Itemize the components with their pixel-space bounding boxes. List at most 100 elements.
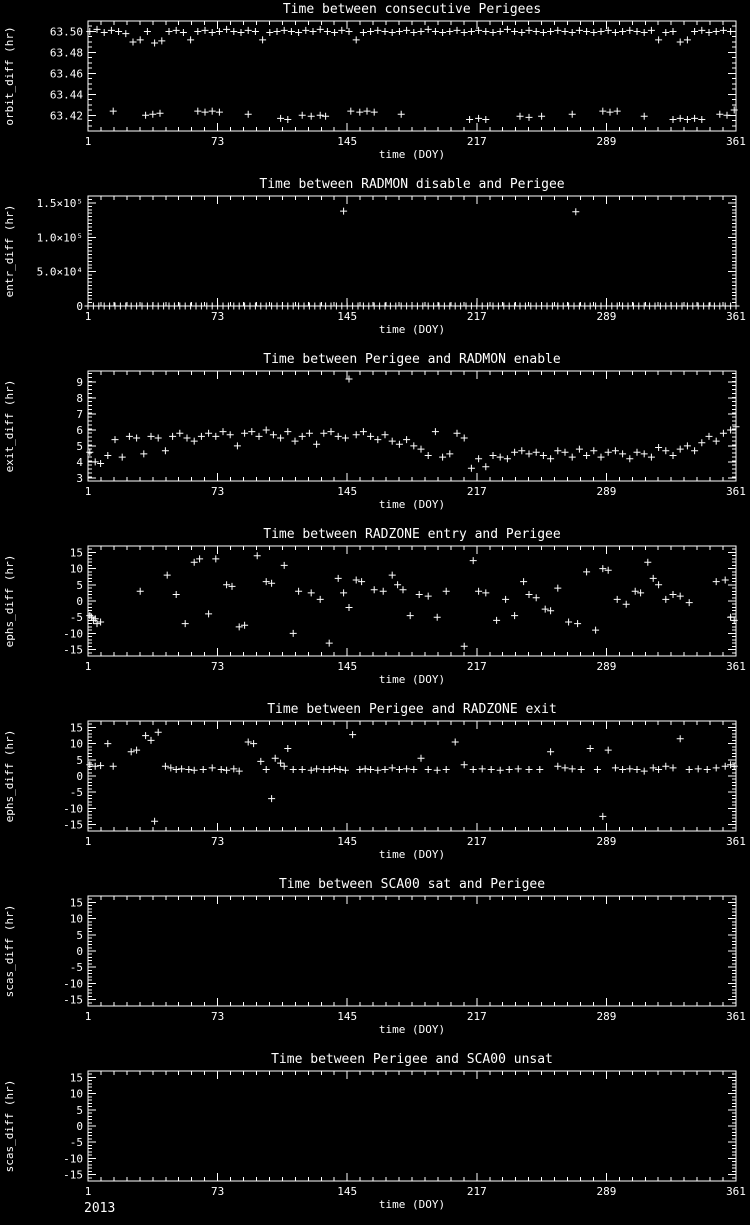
- chart-panel-ephs-entry: Time between RADZONE entry and Perigee 1 7…: [0, 525, 750, 700]
- axis-text: Time between Perigee and RADMON enable 1 7…: [3, 352, 746, 511]
- svg-text:15: 15: [70, 721, 83, 734]
- chart-panel-scas-unsat: Time between Perigee and SCA00 unsat 1 73 1…: [0, 1050, 750, 1225]
- svg-text:ephs_diff (hr): ephs_diff (hr): [3, 555, 16, 648]
- axes: [87, 720, 737, 832]
- svg-text:-5: -5: [70, 786, 83, 799]
- axis-text: Time between consecutive Perigees 1 73 145 2…: [3, 2, 746, 161]
- chart-title: Time between RADMON disable and Perigee: [259, 177, 564, 192]
- chart-svg: Time between RADZONE entry and Perigee 1 7…: [3, 527, 746, 686]
- svg-text:scas_diff (hr): scas_diff (hr): [3, 905, 16, 998]
- svg-text:63.42: 63.42: [50, 109, 83, 122]
- chart-panel-orbit-diff: Time between consecutive Perigees 1 73 145 2…: [0, 0, 750, 175]
- svg-text:1: 1: [85, 1185, 92, 1198]
- svg-text:289: 289: [596, 835, 616, 848]
- data-points: [84, 207, 740, 310]
- axes: [87, 545, 737, 657]
- chart-title: Time between consecutive Perigees: [283, 2, 541, 17]
- svg-text:145: 145: [337, 485, 357, 498]
- svg-text:10: 10: [70, 1088, 83, 1101]
- svg-text:1: 1: [85, 660, 92, 673]
- svg-text:5: 5: [76, 1104, 83, 1117]
- chart-svg: Time between Perigee and RADMON enable 1 7…: [3, 352, 746, 511]
- data-points: [86, 552, 738, 650]
- svg-text:1: 1: [85, 1010, 92, 1023]
- svg-text:289: 289: [596, 135, 616, 148]
- axes: [87, 1070, 737, 1182]
- svg-text:0: 0: [76, 945, 83, 958]
- svg-text:orbit_diff (hr): orbit_diff (hr): [3, 26, 16, 125]
- svg-text:1: 1: [85, 135, 92, 148]
- svg-text:7: 7: [76, 408, 83, 421]
- chart-title: Time between Perigee and SCA00 unsat: [271, 1052, 553, 1067]
- svg-text:-10: -10: [63, 977, 83, 990]
- svg-text:15: 15: [70, 546, 83, 559]
- svg-text:289: 289: [596, 1010, 616, 1023]
- chart-svg: Time between Perigee and SCA00 unsat 1 73 1…: [3, 1052, 746, 1211]
- chart-panel-exit-diff: Time between Perigee and RADMON enable 1 7…: [0, 350, 750, 525]
- axes: [87, 370, 737, 482]
- chart-svg: Time between RADMON disable and Perigee 1…: [3, 177, 746, 336]
- svg-text:217: 217: [467, 485, 487, 498]
- axis-text: Time between Perigee and SCA00 unsat 1 73 1…: [3, 1052, 746, 1211]
- chart-svg: Time between SCA00 sat and Perigee 1 73 145…: [3, 877, 746, 1036]
- svg-text:361: 361: [726, 835, 746, 848]
- svg-text:73: 73: [211, 135, 224, 148]
- svg-text:10: 10: [70, 563, 83, 576]
- chart-panel-ephs-exit: Time between Perigee and RADZONE exit 1 73…: [0, 700, 750, 875]
- svg-text:217: 217: [467, 1010, 487, 1023]
- data-points: [86, 728, 738, 825]
- svg-text:5.0×10⁴: 5.0×10⁴: [37, 266, 83, 279]
- svg-text:4: 4: [76, 456, 83, 469]
- svg-text:5: 5: [76, 754, 83, 767]
- svg-text:217: 217: [467, 1185, 487, 1198]
- svg-text:0: 0: [76, 770, 83, 783]
- svg-text:361: 361: [726, 310, 746, 323]
- svg-text:1.5×10⁵: 1.5×10⁵: [37, 197, 83, 210]
- svg-text:361: 361: [726, 135, 746, 148]
- svg-text:217: 217: [467, 835, 487, 848]
- chart-panel-scas-sat: Time between SCA00 sat and Perigee 1 73 145…: [0, 875, 750, 1050]
- svg-text:145: 145: [337, 135, 357, 148]
- svg-text:361: 361: [726, 1185, 746, 1198]
- svg-text:0: 0: [76, 300, 83, 313]
- svg-text:9: 9: [76, 376, 83, 389]
- axes: [87, 895, 737, 1007]
- svg-text:217: 217: [467, 310, 487, 323]
- svg-text:3: 3: [76, 472, 83, 485]
- svg-text:361: 361: [726, 660, 746, 673]
- svg-text:8: 8: [76, 392, 83, 405]
- svg-text:145: 145: [337, 660, 357, 673]
- svg-text:63.50: 63.50: [50, 25, 83, 38]
- data-points: [86, 25, 738, 123]
- svg-text:63.46: 63.46: [50, 67, 83, 80]
- svg-text:289: 289: [596, 310, 616, 323]
- svg-text:1.0×10⁵: 1.0×10⁵: [37, 231, 83, 244]
- svg-text:145: 145: [337, 1185, 357, 1198]
- svg-text:time (DOY): time (DOY): [379, 1023, 445, 1036]
- svg-text:1: 1: [85, 485, 92, 498]
- svg-text:63.48: 63.48: [50, 46, 83, 59]
- svg-text:217: 217: [467, 660, 487, 673]
- svg-text:-10: -10: [63, 1152, 83, 1165]
- chart-title: Time between RADZONE entry and Perigee: [263, 527, 561, 542]
- chart-svg: Time between consecutive Perigees 1 73 145 2…: [3, 2, 746, 161]
- svg-text:5: 5: [76, 929, 83, 942]
- svg-text:exit_diff (hr): exit_diff (hr): [3, 380, 16, 473]
- svg-text:10: 10: [70, 738, 83, 751]
- axis-text: Time between SCA00 sat and Perigee 1 73 145…: [3, 877, 746, 1036]
- svg-text:73: 73: [211, 1010, 224, 1023]
- svg-text:361: 361: [726, 485, 746, 498]
- svg-text:-5: -5: [70, 961, 83, 974]
- axis-text: Time between RADMON disable and Perigee 1…: [3, 177, 746, 336]
- svg-text:73: 73: [211, 485, 224, 498]
- svg-text:217: 217: [467, 135, 487, 148]
- svg-text:361: 361: [726, 1010, 746, 1023]
- svg-text:-5: -5: [70, 611, 83, 624]
- chart-title: Time between Perigee and RADMON enable: [263, 352, 561, 367]
- svg-text:5: 5: [76, 579, 83, 592]
- svg-text:15: 15: [70, 1071, 83, 1084]
- svg-text:time (DOY): time (DOY): [379, 848, 445, 861]
- chart-svg: Time between Perigee and RADZONE exit 1 73…: [3, 702, 746, 861]
- svg-text:entr_diff (hr): entr_diff (hr): [3, 205, 16, 298]
- svg-text:-15: -15: [63, 644, 83, 657]
